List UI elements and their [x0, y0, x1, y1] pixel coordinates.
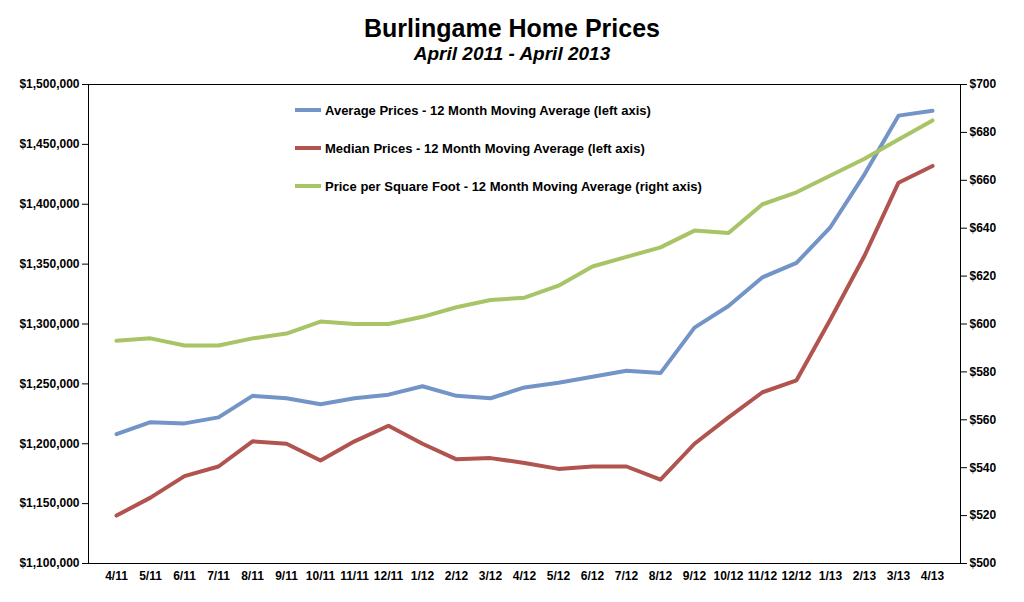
svg-text:4/13: 4/13 [921, 569, 945, 583]
svg-text:$1,400,000: $1,400,000 [19, 197, 79, 211]
svg-text:$500: $500 [970, 556, 997, 570]
svg-text:$640: $640 [970, 221, 997, 235]
html-text:April 2011 - April 2013: April 2011 - April 2013 [413, 43, 611, 64]
svg-text:12/11: 12/11 [374, 569, 404, 583]
svg-text:6/11: 6/11 [173, 569, 196, 583]
html-text:Median Prices - 12 Month Movin: Median Prices - 12 Month Moving Average … [325, 140, 645, 156]
svg-text:3/12: 3/12 [479, 569, 503, 583]
svg-text:$700: $700 [970, 77, 997, 91]
svg-text:$540: $540 [970, 461, 997, 475]
svg-text:5/11: 5/11 [139, 569, 162, 583]
svg-text:11/11: 11/11 [340, 569, 369, 583]
svg-text:2/12: 2/12 [445, 569, 469, 583]
svg-text:7/11: 7/11 [207, 569, 230, 583]
svg-text:8/12: 8/12 [649, 569, 673, 583]
svg-text:$1,350,000: $1,350,000 [19, 257, 79, 271]
svg-text:1/13: 1/13 [819, 569, 843, 583]
html-text:Burlingame Home Prices: Burlingame Home Prices [364, 14, 660, 42]
svg-text:$620: $620 [970, 269, 997, 283]
svg-text:10/12: 10/12 [713, 569, 743, 583]
svg-text:$1,500,000: $1,500,000 [19, 77, 79, 91]
html-text:Price per Square Foot - 12 Mon: Price per Square Foot - 12 Month Moving … [325, 178, 702, 194]
html-text:Average Prices - 12 Month Movi: Average Prices - 12 Month Moving Average… [325, 102, 651, 118]
svg-text:8/11: 8/11 [241, 569, 264, 583]
svg-text:11/12: 11/12 [748, 569, 778, 583]
svg-text:$1,150,000: $1,150,000 [19, 496, 79, 510]
svg-text:9/11: 9/11 [275, 569, 298, 583]
svg-text:1/12: 1/12 [411, 569, 435, 583]
svg-text:2/13: 2/13 [853, 569, 877, 583]
svg-text:$560: $560 [970, 413, 997, 427]
svg-text:10/11: 10/11 [306, 569, 336, 583]
svg-text:5/12: 5/12 [547, 569, 571, 583]
svg-text:$1,300,000: $1,300,000 [19, 317, 79, 331]
svg-text:$660: $660 [970, 173, 997, 187]
svg-text:6/12: 6/12 [581, 569, 605, 583]
svg-text:4/11: 4/11 [105, 569, 128, 583]
svg-text:4/12: 4/12 [513, 569, 537, 583]
svg-text:7/12: 7/12 [615, 569, 639, 583]
svg-text:$1,250,000: $1,250,000 [19, 377, 79, 391]
svg-text:$580: $580 [970, 365, 997, 379]
svg-text:$680: $680 [970, 125, 997, 139]
svg-text:9/12: 9/12 [683, 569, 707, 583]
svg-text:3/13: 3/13 [887, 569, 911, 583]
svg-text:$600: $600 [970, 317, 997, 331]
svg-text:12/12: 12/12 [781, 569, 811, 583]
svg-text:$520: $520 [970, 508, 997, 522]
svg-text:$1,100,000: $1,100,000 [19, 556, 79, 570]
svg-text:$1,450,000: $1,450,000 [19, 137, 79, 151]
svg-text:$1,200,000: $1,200,000 [19, 437, 79, 451]
